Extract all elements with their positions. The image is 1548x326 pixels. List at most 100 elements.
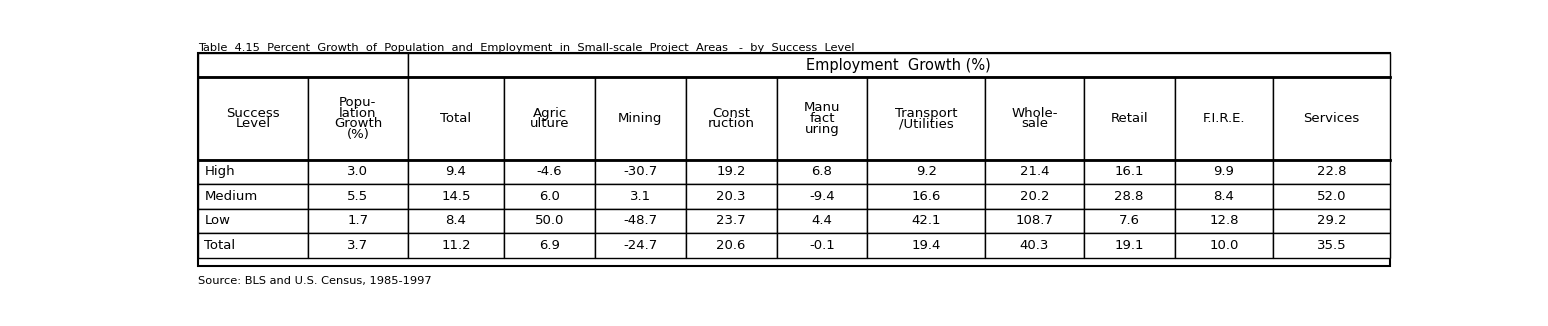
- Bar: [686, 209, 777, 233]
- Text: Popu-: Popu-: [339, 96, 376, 109]
- Bar: [1274, 233, 1390, 258]
- Text: 7.6: 7.6: [1119, 215, 1139, 228]
- Bar: [686, 160, 777, 184]
- Bar: [686, 78, 777, 160]
- Text: 14.5: 14.5: [441, 190, 471, 203]
- Text: 5.5: 5.5: [347, 190, 368, 203]
- Text: Level: Level: [235, 117, 271, 130]
- Text: ulture: ulture: [529, 117, 570, 130]
- Text: Employment  Growth (%): Employment Growth (%): [807, 58, 991, 73]
- Text: 20.2: 20.2: [1020, 190, 1050, 203]
- Text: -30.7: -30.7: [624, 165, 658, 178]
- Bar: [409, 160, 505, 184]
- Bar: [409, 78, 505, 160]
- Bar: [1175, 209, 1274, 233]
- Bar: [686, 184, 777, 209]
- Bar: [409, 233, 505, 258]
- Text: Medium: Medium: [204, 190, 257, 203]
- Bar: [505, 184, 594, 209]
- Bar: [867, 184, 985, 209]
- Bar: [409, 53, 1390, 78]
- Text: (%): (%): [347, 128, 370, 141]
- Text: Transport: Transport: [895, 107, 957, 120]
- Text: 40.3: 40.3: [1020, 239, 1050, 252]
- Text: Mining: Mining: [618, 112, 663, 125]
- Text: F.I.R.E.: F.I.R.E.: [1203, 112, 1245, 125]
- Text: 35.5: 35.5: [1317, 239, 1347, 252]
- Text: 6.0: 6.0: [539, 190, 560, 203]
- Text: Retail: Retail: [1110, 112, 1149, 125]
- Text: 3.7: 3.7: [347, 239, 368, 252]
- Text: 19.1: 19.1: [1115, 239, 1144, 252]
- Text: Services: Services: [1303, 112, 1359, 125]
- Text: Low: Low: [204, 215, 231, 228]
- Text: 21.4: 21.4: [1020, 165, 1050, 178]
- Bar: [686, 233, 777, 258]
- Bar: [594, 160, 686, 184]
- Bar: [777, 160, 867, 184]
- Bar: [867, 209, 985, 233]
- Bar: [777, 184, 867, 209]
- Bar: [505, 160, 594, 184]
- Text: 6.9: 6.9: [539, 239, 560, 252]
- Text: Manu: Manu: [803, 101, 841, 114]
- Text: 8.4: 8.4: [446, 215, 466, 228]
- Bar: [409, 184, 505, 209]
- Text: -4.6: -4.6: [537, 165, 562, 178]
- Text: Total: Total: [441, 112, 472, 125]
- Text: Const: Const: [712, 107, 751, 120]
- Bar: [198, 160, 308, 184]
- Text: sale: sale: [1020, 117, 1048, 130]
- Bar: [505, 233, 594, 258]
- Bar: [198, 53, 409, 78]
- Bar: [198, 233, 308, 258]
- Bar: [308, 233, 409, 258]
- Text: 23.7: 23.7: [717, 215, 746, 228]
- Text: Source: BLS and U.S. Census, 1985-1997: Source: BLS and U.S. Census, 1985-1997: [198, 276, 432, 286]
- Text: 10.0: 10.0: [1209, 239, 1238, 252]
- Text: ruction: ruction: [707, 117, 755, 130]
- Bar: [867, 78, 985, 160]
- Text: Agric: Agric: [533, 107, 567, 120]
- Bar: [198, 53, 1390, 266]
- Bar: [867, 160, 985, 184]
- Bar: [777, 209, 867, 233]
- Text: -9.4: -9.4: [810, 190, 834, 203]
- Bar: [985, 209, 1084, 233]
- Bar: [1274, 184, 1390, 209]
- Bar: [985, 184, 1084, 209]
- Text: 1.7: 1.7: [347, 215, 368, 228]
- Text: 16.1: 16.1: [1115, 165, 1144, 178]
- Bar: [505, 209, 594, 233]
- Bar: [1175, 233, 1274, 258]
- Bar: [1175, 160, 1274, 184]
- Text: 108.7: 108.7: [1015, 215, 1053, 228]
- Bar: [1084, 209, 1175, 233]
- Text: Total: Total: [204, 239, 235, 252]
- Text: -24.7: -24.7: [624, 239, 658, 252]
- Text: 4.4: 4.4: [811, 215, 833, 228]
- Bar: [1084, 78, 1175, 160]
- Bar: [1175, 78, 1274, 160]
- Bar: [1084, 160, 1175, 184]
- Bar: [1274, 209, 1390, 233]
- Bar: [594, 184, 686, 209]
- Bar: [1274, 78, 1390, 160]
- Text: -0.1: -0.1: [810, 239, 834, 252]
- Bar: [1175, 184, 1274, 209]
- Text: 19.2: 19.2: [717, 165, 746, 178]
- Text: 50.0: 50.0: [536, 215, 563, 228]
- Bar: [308, 78, 409, 160]
- Bar: [594, 209, 686, 233]
- Text: 20.3: 20.3: [717, 190, 746, 203]
- Text: Growth: Growth: [334, 117, 382, 130]
- Text: 42.1: 42.1: [912, 215, 941, 228]
- Bar: [594, 233, 686, 258]
- Text: 29.2: 29.2: [1317, 215, 1347, 228]
- Text: fact: fact: [810, 112, 834, 125]
- Bar: [308, 209, 409, 233]
- Text: 9.4: 9.4: [446, 165, 466, 178]
- Bar: [409, 209, 505, 233]
- Text: 19.4: 19.4: [912, 239, 941, 252]
- Bar: [867, 233, 985, 258]
